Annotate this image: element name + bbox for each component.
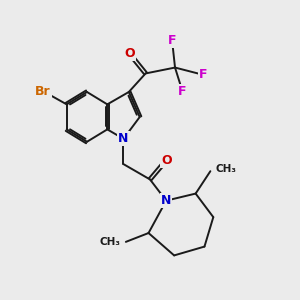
Text: O: O bbox=[124, 47, 135, 60]
Text: F: F bbox=[178, 85, 187, 98]
Text: CH₃: CH₃ bbox=[100, 237, 121, 247]
Text: CH₃: CH₃ bbox=[216, 164, 237, 174]
Text: N: N bbox=[161, 194, 171, 207]
Text: F: F bbox=[168, 34, 176, 47]
Text: O: O bbox=[161, 154, 172, 167]
Text: F: F bbox=[199, 68, 208, 81]
Text: Br: Br bbox=[35, 85, 51, 98]
Text: N: N bbox=[118, 132, 129, 145]
